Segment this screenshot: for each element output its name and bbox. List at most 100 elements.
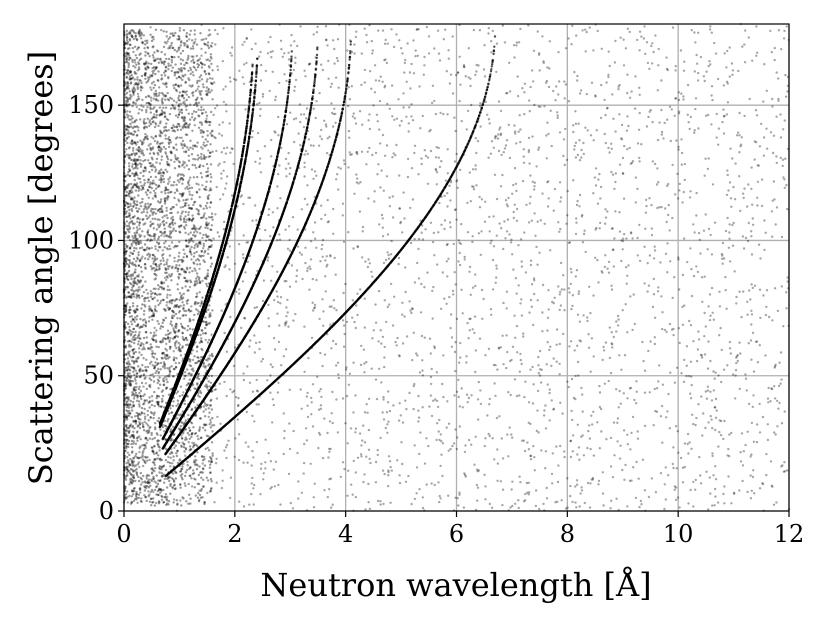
data-point [569,439,572,443]
data-point [537,53,541,56]
data-point [212,424,216,427]
data-point [210,224,213,227]
data-point [448,82,452,85]
data-point [458,99,461,103]
data-point [398,207,401,210]
data-point [211,98,214,101]
data-point [395,344,398,347]
data-point [463,65,466,69]
data-point [320,395,323,399]
data-point [533,279,536,282]
data-point [316,375,319,378]
data-point [541,35,544,38]
data-point [682,98,685,101]
data-point [647,495,651,499]
data-point [153,83,157,87]
data-point [721,254,724,257]
data-point [518,370,521,373]
data-point [337,188,340,191]
data-point [413,382,416,386]
data-point [189,474,192,477]
data-point [191,94,195,97]
data-point [397,256,401,260]
data-point [202,244,205,248]
data-point [726,49,729,53]
data-point [438,500,441,504]
data-point [439,497,442,500]
data-point [143,47,146,50]
data-point [232,162,235,166]
data-point [421,374,425,377]
data-point [544,427,548,430]
data-point [158,169,161,173]
data-point [501,457,505,460]
data-point [474,273,477,276]
data-point [161,249,164,252]
data-point [406,42,409,45]
data-point [181,335,184,339]
data-point [655,410,659,413]
data-point [591,423,594,426]
data-point [185,438,188,441]
data-point [176,128,179,132]
data-point [718,305,722,308]
data-point [643,282,646,285]
data-point [181,301,184,304]
data-point [324,123,328,126]
data-point [172,246,176,249]
data-point [173,305,176,309]
data-point [520,362,523,366]
data-point [630,479,633,482]
data-point [248,503,251,506]
data-point [551,482,554,485]
data-point [428,405,431,408]
data-point [171,486,174,489]
data-point [305,107,309,110]
data-point [622,392,625,395]
data-point [645,125,649,128]
data-point [341,319,345,322]
data-point [246,241,250,244]
data-point [363,371,366,374]
data-point [486,113,489,117]
data-point [537,146,541,149]
data-point [237,458,241,462]
data-point [458,251,461,255]
data-point [662,137,665,140]
data-point [379,75,382,78]
data-point [127,403,130,406]
data-point [134,37,137,40]
data-point [428,130,431,133]
data-point [181,95,184,98]
data-point [134,338,137,341]
data-point [775,161,778,165]
data-point [168,180,171,183]
data-point [601,358,604,362]
data-point [392,152,395,155]
data-point [146,413,149,417]
data-point [201,467,205,470]
data-point [149,220,152,223]
data-point [784,157,787,160]
data-point [634,201,637,204]
data-point [456,71,460,75]
data-point [643,391,647,394]
data-point [404,58,407,62]
data-point [176,399,180,402]
data-point [467,337,470,340]
data-point [176,136,179,139]
data-point [770,484,773,487]
data-point [327,220,330,223]
data-point [204,277,207,280]
data-point [176,402,180,406]
data-point [447,449,450,452]
data-point [205,117,208,120]
data-point [755,141,758,144]
data-point [190,477,193,480]
data-point [739,143,743,146]
data-point [246,461,249,464]
data-point [293,40,296,43]
data-point [553,296,556,299]
data-point [367,397,371,400]
data-point [374,151,378,155]
